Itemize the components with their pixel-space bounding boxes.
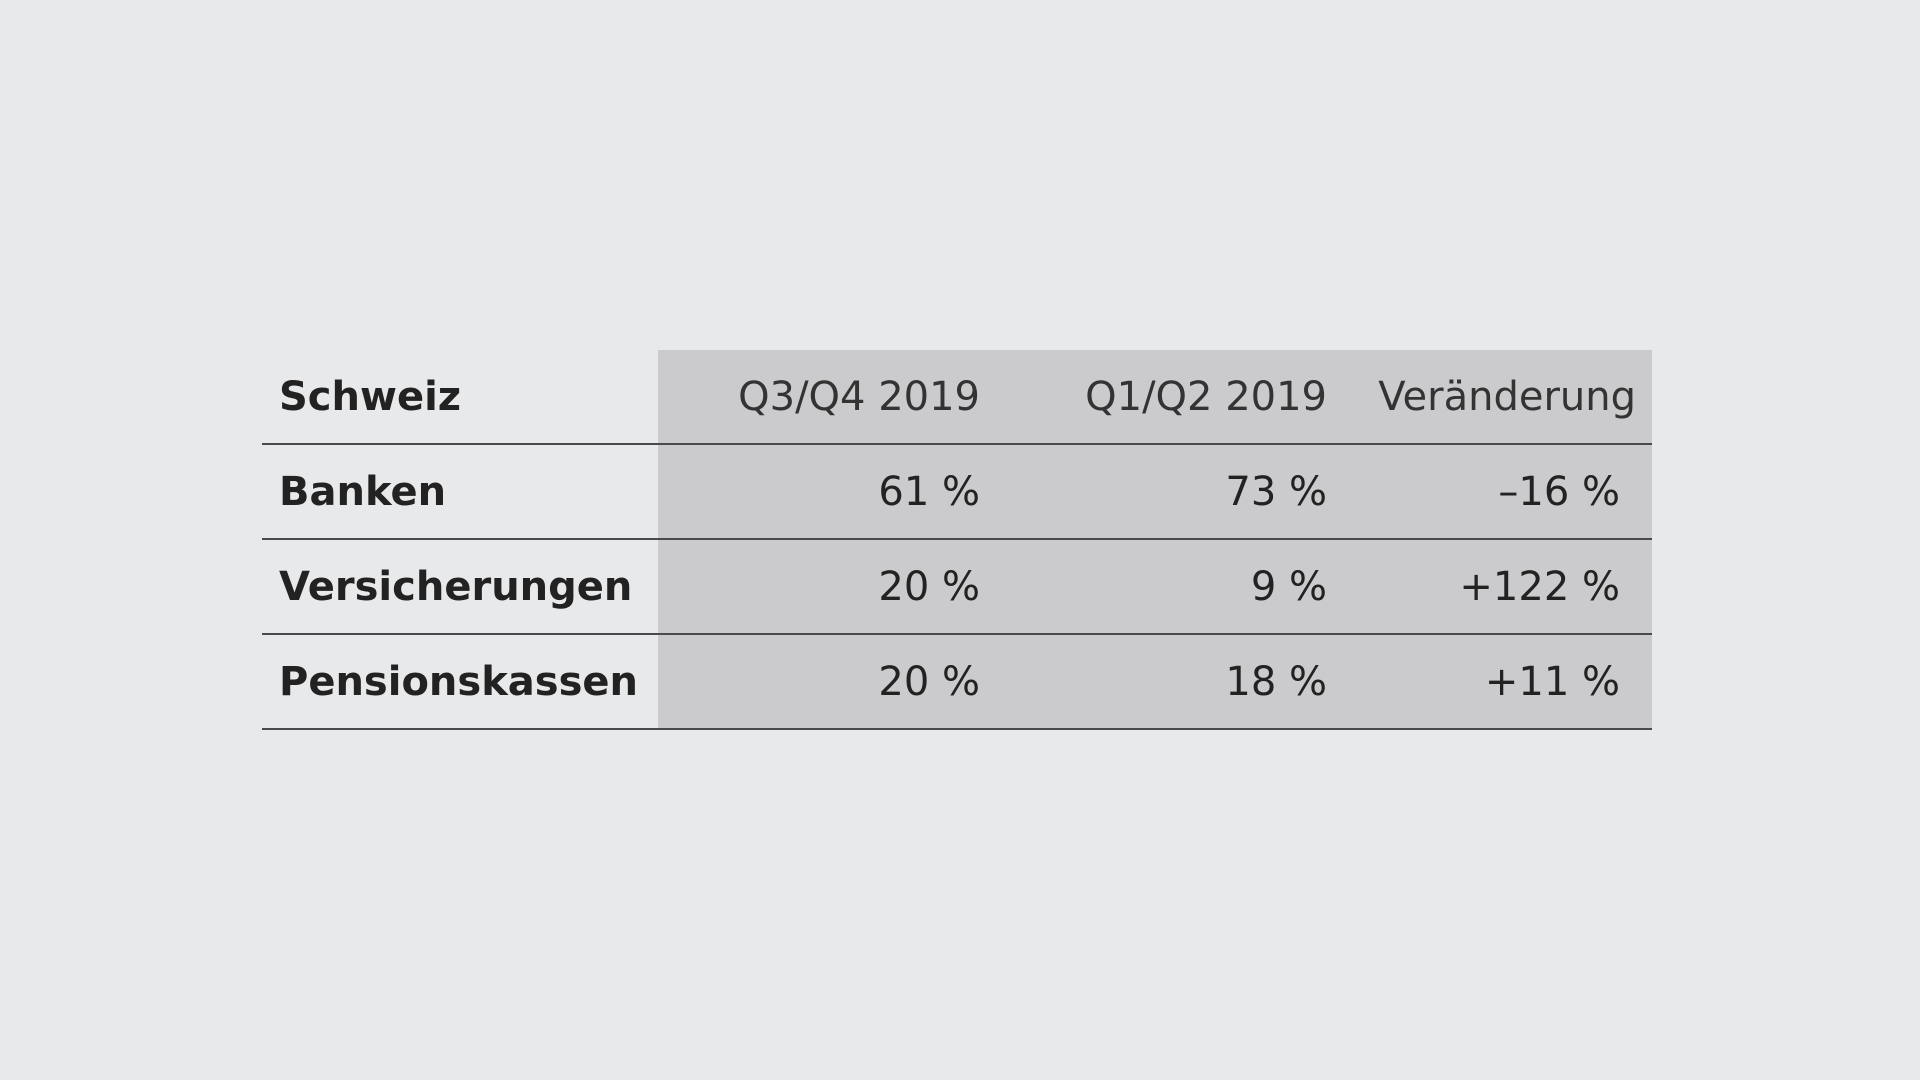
cell-versicherungen-q3q4: 20 % (658, 539, 1008, 634)
cell-banken-change: –16 % (1355, 444, 1652, 539)
table-row-pensionskassen: Pensionskassen 20 % 18 % +11 % (262, 634, 1652, 729)
table-row-banken: Banken 61 % 73 % –16 % (262, 444, 1652, 539)
cell-pensionskassen-q3q4: 20 % (658, 634, 1008, 729)
cell-versicherungen-q1q2: 9 % (1008, 539, 1355, 634)
table-row-versicherungen: Versicherungen 20 % 9 % +122 % (262, 539, 1652, 634)
cell-banken-q3q4: 61 % (658, 444, 1008, 539)
table-header-row: Schweiz Q3/Q4 2019 Q1/Q2 2019 Veränderun… (262, 350, 1652, 444)
data-table: Schweiz Q3/Q4 2019 Q1/Q2 2019 Veränderun… (262, 350, 1652, 730)
cell-pensionskassen-change: +11 % (1355, 634, 1652, 729)
header-column-q3q4-2019: Q3/Q4 2019 (658, 350, 1008, 444)
header-region-label: Schweiz (262, 350, 658, 444)
cell-banken-q1q2: 73 % (1008, 444, 1355, 539)
row-label-pensionskassen: Pensionskassen (262, 634, 658, 729)
cell-pensionskassen-q1q2: 18 % (1008, 634, 1355, 729)
data-table-container: Schweiz Q3/Q4 2019 Q1/Q2 2019 Veränderun… (262, 350, 1652, 730)
header-column-change: Veränderung (1355, 350, 1652, 444)
cell-versicherungen-change: +122 % (1355, 539, 1652, 634)
row-label-versicherungen: Versicherungen (262, 539, 658, 634)
row-label-banken: Banken (262, 444, 658, 539)
header-column-q1q2-2019: Q1/Q2 2019 (1008, 350, 1355, 444)
